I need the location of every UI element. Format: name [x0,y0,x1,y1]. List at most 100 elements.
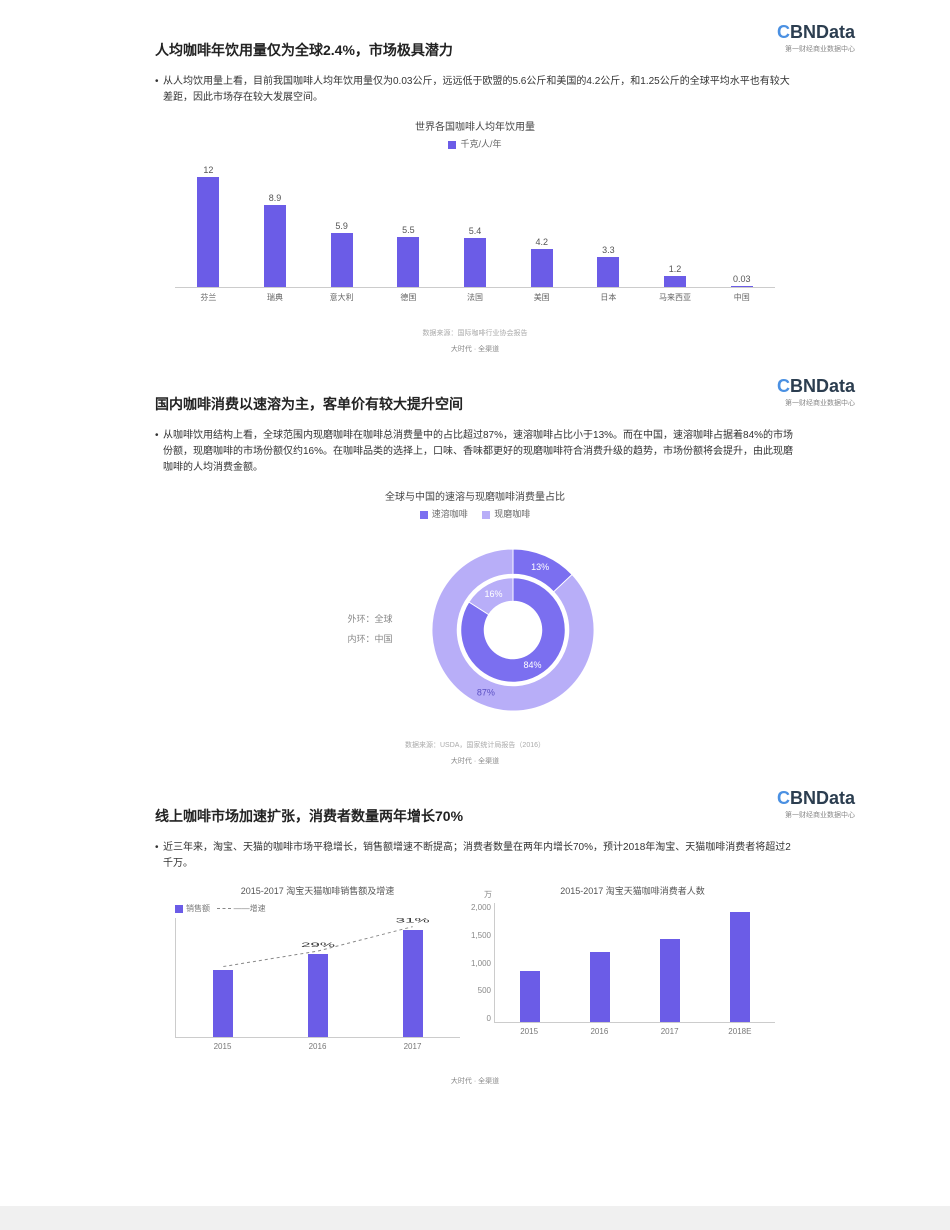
y-tick: 500 [467,986,491,995]
section3-title: 线上咖啡市场加速扩张，消费者数量两年增长70% [155,806,795,826]
bar-col: 5.9 [308,158,375,287]
legend-growth: ——增速 [234,904,266,913]
bar-rect [464,238,486,288]
brand-data: Data [816,22,855,42]
bar-x-label: 2018E [705,1027,775,1036]
bar-rect [397,237,419,287]
bar-x-label: 2015 [494,1027,564,1036]
chart3-footer: 大时代 · 全渠道 [155,1076,795,1086]
brand-sub: 第一财经商业数据中心 [777,44,855,54]
brand-logo: CBNData 第一财经商业数据中心 [777,788,855,820]
bar-x-label: 马来西亚 [642,292,709,312]
bar-rect [520,971,540,1022]
section-online-growth: CBNData 第一财经商业数据中心 线上咖啡市场加速扩张，消费者数量两年增长7… [155,806,795,1086]
label-outer: 外环：全球 [347,610,392,630]
bar-col [495,903,565,1022]
donut-chart: 全球与中国的速溶与现磨咖啡消费量占比 速溶咖啡 现磨咖啡 外环：全球 内环：中国… [155,488,795,766]
bar-value-label: 8.9 [269,193,282,203]
bar-rect [730,912,750,1022]
bar-col: 1.2 [642,158,709,287]
chart3l-legend: 销售额 ——增速 [175,903,460,914]
chart2-title: 全球与中国的速溶与现磨咖啡消费量占比 [155,488,795,503]
chart1-legend: 千克/人/年 [155,137,795,150]
bar-x-label: 2017 [365,1042,460,1051]
brand-bn: BN [790,22,816,42]
y-tick: 1,500 [467,931,491,940]
bar-value-label: 5.4 [469,226,482,236]
bar-col [365,918,460,1037]
brand-logo: CBNData 第一财经商业数据中心 [777,22,855,54]
bar-col: 5.4 [442,158,509,287]
legend-instant: 速溶咖啡 [432,509,468,519]
bar-value-label: 3.3 [602,245,615,255]
bar-col [635,903,705,1022]
label-inner: 内环：中国 [347,630,392,650]
bar-x-label: 2015 [175,1042,270,1051]
svg-text:16%: 16% [484,589,502,599]
bar-col [705,903,775,1022]
bar-x-label: 德国 [375,292,442,312]
consumer-count-chart: 2015-2017 淘宝天猫咖啡消费者人数 万 2,0001,5001,0005… [490,884,775,1058]
bar-col: 4.2 [508,158,575,287]
section1-desc: 从人均饮用量上看，目前我国咖啡人均年饮用量仅为0.03公斤，远远低于欧盟的5.6… [155,74,795,106]
bar-col [271,918,366,1037]
section-per-capita: CBNData 第一财经商业数据中心 人均咖啡年饮用量仅为全球2.4%，市场极具… [155,40,795,354]
bar-col [565,903,635,1022]
bar-x-label: 2016 [564,1027,634,1036]
bar-col [176,918,271,1037]
bar-rect [731,286,753,287]
brand-c: C [777,22,790,42]
chart2-footer: 大时代 · 全渠道 [155,756,795,766]
donut-side-labels: 外环：全球 内环：中国 [347,610,392,650]
bar-col: 3.3 [575,158,642,287]
bar-x-label: 2017 [635,1027,705,1036]
bar-rect [660,939,680,1022]
bar-col: 8.9 [242,158,309,287]
bar-x-label: 意大利 [308,292,375,312]
bar-rect [331,233,353,287]
svg-text:84%: 84% [523,660,541,670]
dual-charts: 2015-2017 淘宝天猫咖啡销售额及增速 销售额 ——增速 29%31% 2… [175,884,775,1058]
bar-col: 0.03 [708,158,775,287]
bar-col: 5.5 [375,158,442,287]
brand-logo: CBNData 第一财经商业数据中心 [777,376,855,408]
donut-svg: 13% 87% 84% 16% [423,540,603,720]
bar-value-label: 5.9 [335,221,348,231]
bar-x-label: 美国 [508,292,575,312]
bar-col: 12 [175,158,242,287]
section3-desc: 近三年来，淘宝、天猫的咖啡市场平稳增长，销售额增速不断提高；消费者数量在两年内增… [155,840,795,872]
section2-desc: 从咖啡饮用结构上看，全球范围内现磨咖啡在咖啡总消费量中的占比超过87%，速溶咖啡… [155,428,795,476]
section-instant-vs-ground: CBNData 第一财经商业数据中心 国内咖啡消费以速溶为主，客单价有较大提升空… [155,394,795,766]
bar-x-label: 法国 [442,292,509,312]
bar-value-label: 5.5 [402,225,415,235]
bar-value-label: 4.2 [535,237,548,247]
section2-title: 国内咖啡消费以速溶为主，客单价有较大提升空间 [155,394,795,414]
bar-rect [308,954,328,1037]
bar-x-label: 2016 [270,1042,365,1051]
bar-chart-world: 世界各国咖啡人均年饮用量 千克/人/年 12 8.9 5.9 5.5 5.4 4.2 3.3… [155,118,795,354]
chart3r-title: 2015-2017 淘宝天猫咖啡消费者人数 [490,884,775,897]
chart1-title: 世界各国咖啡人均年饮用量 [155,118,795,133]
bar-rect [264,205,286,287]
chart1-source: 数据来源：国际咖啡行业协会报告 [155,328,795,338]
section1-title: 人均咖啡年饮用量仅为全球2.4%，市场极具潜力 [155,40,795,60]
bar-rect [213,970,233,1037]
bar-value-label: 0.03 [733,274,751,284]
svg-text:87%: 87% [476,687,494,697]
bar-rect [197,177,219,287]
bar-x-label: 瑞典 [242,292,309,312]
chart3l-title: 2015-2017 淘宝天猫咖啡销售额及增速 [175,884,460,897]
bar-x-label: 中国 [708,292,775,312]
y-tick: 1,000 [467,959,491,968]
bar-x-label: 芬兰 [175,292,242,312]
chart1-footer: 大时代 · 全渠道 [155,344,795,354]
bar-rect [403,930,423,1037]
bar-value-label: 12 [203,165,213,175]
svg-text:13%: 13% [531,562,549,572]
bar-x-label: 日本 [575,292,642,312]
bar-rect [531,249,553,288]
chart1-legend-label: 千克/人/年 [460,139,501,149]
legend-sales: 销售额 [186,904,210,913]
chart3r-unit: 万 [484,889,492,900]
chart2-legend: 速溶咖啡 现磨咖啡 [155,507,795,520]
